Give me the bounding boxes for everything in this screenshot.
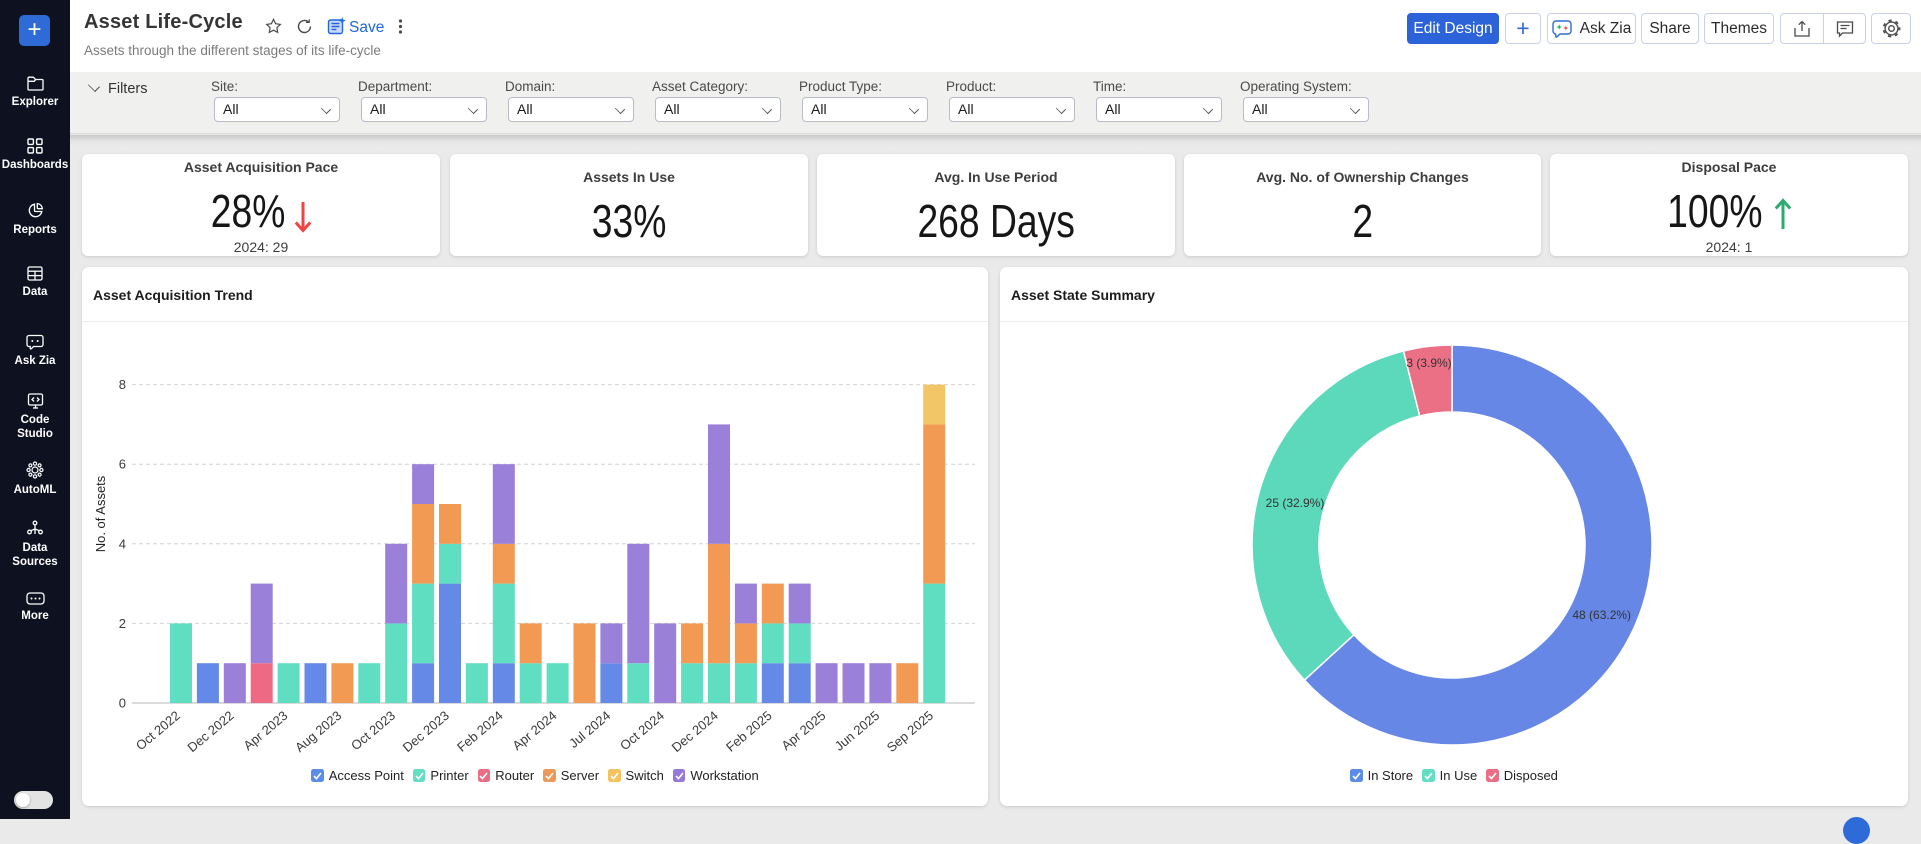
svg-text:8: 8 [119, 377, 126, 392]
svg-text:Oct 2022: Oct 2022 [133, 708, 183, 753]
svg-text:25 (32.9%): 25 (32.9%) [1266, 496, 1325, 510]
svg-text:0: 0 [119, 696, 126, 711]
svg-text:6: 6 [119, 457, 126, 472]
svg-text:Dec 2024: Dec 2024 [669, 708, 721, 755]
svg-text:4: 4 [119, 536, 126, 551]
svg-text:Apr 2025: Apr 2025 [778, 708, 828, 753]
svg-text:Oct 2023: Oct 2023 [348, 708, 398, 753]
svg-text:48 (63.2%): 48 (63.2%) [1572, 608, 1631, 622]
svg-text:Apr 2024: Apr 2024 [509, 708, 559, 753]
svg-text:Feb 2025: Feb 2025 [723, 708, 775, 755]
svg-text:No. of Assets: No. of Assets [93, 475, 108, 552]
svg-text:Dec 2022: Dec 2022 [184, 708, 236, 755]
svg-text:Oct 2024: Oct 2024 [617, 708, 667, 753]
svg-text:Jul 2024: Jul 2024 [566, 708, 613, 751]
svg-text:Aug 2023: Aug 2023 [292, 708, 344, 755]
svg-text:Sep 2025: Sep 2025 [884, 708, 936, 755]
svg-text:Apr 2023: Apr 2023 [240, 708, 290, 753]
svg-text:2: 2 [119, 616, 126, 631]
svg-text:3 (3.9%): 3 (3.9%) [1406, 356, 1451, 370]
svg-text:Jun 2025: Jun 2025 [832, 708, 883, 754]
svg-text:Feb 2024: Feb 2024 [454, 708, 506, 755]
svg-text:Dec 2023: Dec 2023 [400, 708, 452, 755]
